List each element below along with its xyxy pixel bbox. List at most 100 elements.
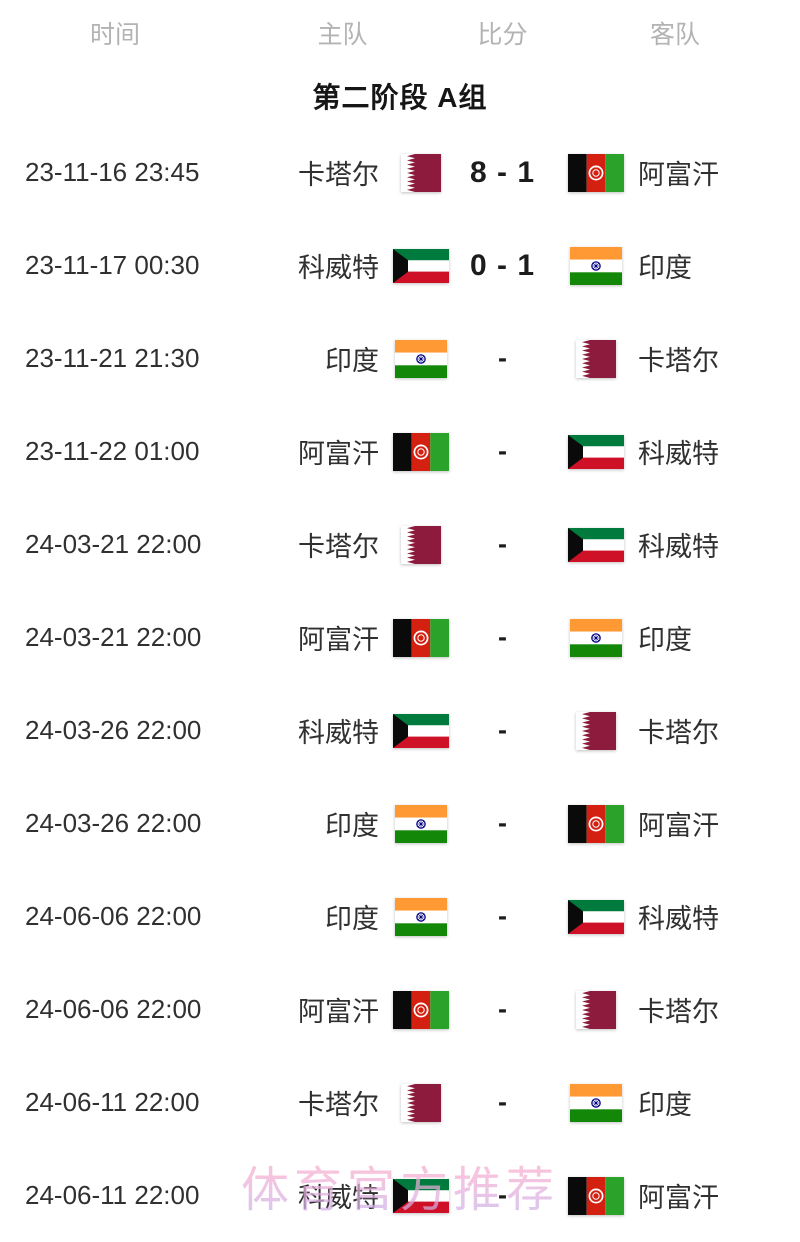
qatar-flag-icon [393, 1083, 449, 1122]
away-team-name: 印度 [638, 1090, 692, 1120]
away-team-name: 卡塔尔 [638, 997, 719, 1027]
away-team: 印度 [550, 1083, 800, 1122]
afghanistan-flag-icon [568, 804, 624, 843]
home-team: 科威特 [230, 246, 455, 285]
qatar-flag-icon [568, 990, 624, 1029]
match-row[interactable]: 23-11-16 23:45 卡塔尔 8 - 1 阿富汗 [0, 126, 800, 219]
match-score: - [498, 436, 507, 466]
match-row[interactable]: 24-03-26 22:00 印度 - 阿富汗 [0, 777, 800, 870]
match-score: - [498, 715, 507, 745]
away-team: 阿富汗 [550, 804, 800, 843]
table-header: 时间 主队 比分 客队 [0, 0, 800, 66]
away-team: 印度 [550, 246, 800, 285]
qatar-flag-icon [568, 711, 624, 750]
away-team: 印度 [550, 618, 800, 657]
column-header-score: 比分 [477, 21, 528, 49]
match-score: - [498, 901, 507, 931]
match-time: 24-06-06 22:00 [25, 994, 202, 1024]
match-score: - [498, 529, 507, 559]
group-title: 第二阶段 A组 [312, 82, 488, 113]
match-list: 23-11-16 23:45 卡塔尔 8 - 1 阿富汗 23-11-17 00… [0, 126, 800, 1242]
home-team-name: 卡塔尔 [298, 1090, 379, 1120]
home-team-name: 科威特 [298, 1183, 379, 1213]
match-row[interactable]: 23-11-17 00:30 科威特 0 - 1 印度 [0, 219, 800, 312]
india-flag-icon [393, 339, 449, 378]
match-score: 8 - 1 [469, 155, 536, 189]
away-team: 科威特 [550, 525, 800, 564]
match-time: 24-03-21 22:00 [25, 529, 202, 559]
match-time: 24-03-26 22:00 [25, 715, 202, 745]
home-team: 印度 [230, 339, 455, 378]
column-header-time: 时间 [89, 21, 140, 49]
away-team: 阿富汗 [550, 1176, 800, 1215]
match-score: - [498, 1087, 507, 1117]
match-score: - [498, 1180, 507, 1210]
home-team: 印度 [230, 804, 455, 843]
match-time: 24-03-26 22:00 [25, 808, 202, 838]
match-row[interactable]: 24-06-06 22:00 阿富汗 - 卡塔尔 [0, 963, 800, 1056]
home-team-name: 科威特 [298, 253, 379, 283]
home-team-name: 阿富汗 [298, 625, 379, 655]
match-row[interactable]: 24-06-11 22:00 科威特 - 阿富汗 [0, 1149, 800, 1242]
home-team-name: 印度 [325, 346, 379, 376]
away-team-name: 阿富汗 [638, 160, 719, 190]
india-flag-icon [393, 804, 449, 843]
match-row[interactable]: 23-11-21 21:30 印度 - 卡塔尔 [0, 312, 800, 405]
home-team-name: 印度 [325, 904, 379, 934]
away-team-name: 科威特 [638, 904, 719, 934]
away-team: 卡塔尔 [550, 990, 800, 1029]
match-time: 23-11-22 01:00 [25, 436, 200, 466]
home-team-name: 阿富汗 [298, 439, 379, 469]
afghanistan-flag-icon [393, 990, 449, 1029]
match-time: 24-06-11 22:00 [25, 1087, 200, 1117]
home-team: 阿富汗 [230, 990, 455, 1029]
afghanistan-flag-icon [393, 432, 449, 471]
match-time: 23-11-17 00:30 [25, 250, 200, 280]
home-team: 阿富汗 [230, 432, 455, 471]
away-team-name: 印度 [638, 253, 692, 283]
match-score: - [498, 343, 507, 373]
match-score: 0 - 1 [469, 248, 536, 282]
kuwait-flag-icon [393, 1178, 449, 1213]
match-row[interactable]: 24-06-06 22:00 印度 - 科威特 [0, 870, 800, 963]
qatar-flag-icon [393, 525, 449, 564]
away-team: 科威特 [550, 897, 800, 936]
afghanistan-flag-icon [393, 618, 449, 657]
match-time: 24-06-11 22:00 [25, 1180, 200, 1210]
column-header-away: 客队 [649, 21, 700, 49]
away-team-name: 卡塔尔 [638, 346, 719, 376]
match-score: - [498, 808, 507, 838]
match-row[interactable]: 24-03-21 22:00 阿富汗 - 印度 [0, 591, 800, 684]
kuwait-flag-icon [568, 434, 624, 469]
home-team-name: 卡塔尔 [298, 160, 379, 190]
match-time: 23-11-16 23:45 [25, 157, 200, 187]
match-time: 23-11-21 21:30 [25, 343, 200, 373]
home-team: 卡塔尔 [230, 153, 455, 192]
home-team: 科威特 [230, 711, 455, 750]
home-team-name: 卡塔尔 [298, 532, 379, 562]
away-team-name: 印度 [638, 625, 692, 655]
match-row[interactable]: 23-11-22 01:00 阿富汗 - 科威特 [0, 405, 800, 498]
match-row[interactable]: 24-06-11 22:00 卡塔尔 - 印度 [0, 1056, 800, 1149]
india-flag-icon [393, 897, 449, 936]
away-team: 卡塔尔 [550, 339, 800, 378]
qatar-flag-icon [568, 339, 624, 378]
away-team-name: 卡塔尔 [638, 718, 719, 748]
away-team: 科威特 [550, 432, 800, 471]
qatar-flag-icon [393, 153, 449, 192]
india-flag-icon [568, 1083, 624, 1122]
india-flag-icon [568, 618, 624, 657]
kuwait-flag-icon [568, 899, 624, 934]
kuwait-flag-icon [568, 527, 624, 562]
match-row[interactable]: 24-03-26 22:00 科威特 - 卡塔尔 [0, 684, 800, 777]
away-team: 卡塔尔 [550, 711, 800, 750]
match-score: - [498, 994, 507, 1024]
home-team: 阿富汗 [230, 618, 455, 657]
match-row[interactable]: 24-03-21 22:00 卡塔尔 - 科威特 [0, 498, 800, 591]
kuwait-flag-icon [393, 248, 449, 283]
home-team-name: 印度 [325, 811, 379, 841]
home-team: 卡塔尔 [230, 1083, 455, 1122]
afghanistan-flag-icon [568, 1176, 624, 1215]
india-flag-icon [568, 246, 624, 285]
home-team-name: 阿富汗 [298, 997, 379, 1027]
